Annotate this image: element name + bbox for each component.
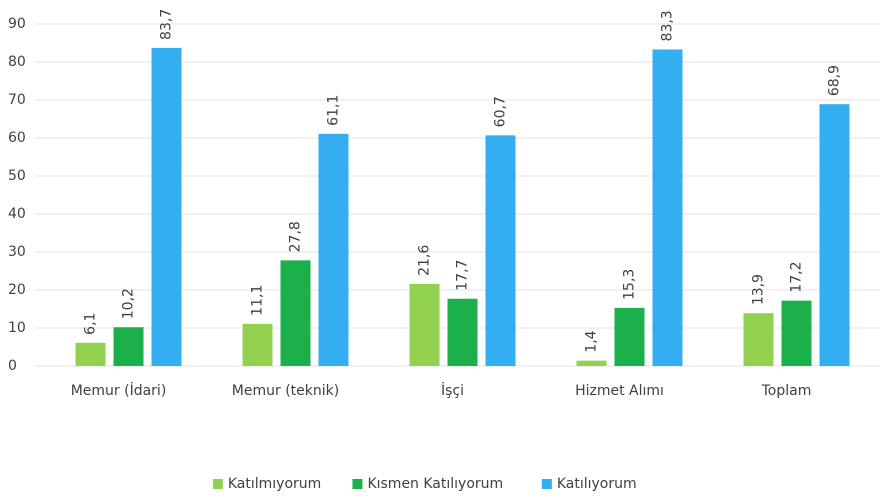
value-label: 11,1: [250, 285, 266, 316]
x-tick-label: Toplam: [761, 383, 812, 399]
bar: [280, 260, 311, 366]
bar: [318, 133, 349, 366]
legend-swatch: [352, 479, 363, 489]
value-label: 27,8: [288, 221, 304, 252]
x-tick-label: Memur (teknik): [232, 383, 339, 399]
value-label: 17,7: [455, 260, 471, 291]
y-tick-label: 60: [8, 130, 26, 146]
x-tick-label: Memur (İdari): [71, 381, 167, 399]
x-tick-label: İşçi: [441, 381, 464, 399]
y-tick-label: 0: [8, 358, 17, 374]
bar: [781, 300, 812, 366]
legend-label: Kısmen Katılıyorum: [367, 476, 503, 492]
bar: [242, 323, 273, 366]
value-label: 6,1: [83, 313, 99, 335]
value-label: 83,7: [159, 9, 175, 40]
bar: [447, 298, 478, 366]
value-label: 1,4: [584, 330, 600, 352]
y-tick-label: 10: [8, 320, 26, 336]
value-label: 21,6: [417, 245, 433, 276]
legend-swatch: [212, 479, 223, 489]
y-tick-label: 90: [8, 16, 26, 32]
value-label: 68,9: [827, 65, 843, 96]
value-label: 13,9: [751, 274, 767, 305]
bar: [151, 47, 182, 366]
bar: [75, 342, 106, 366]
bar: [409, 283, 440, 366]
bar: [576, 360, 607, 366]
legend-label: Katılmıyorum: [228, 476, 321, 492]
y-tick-label: 20: [8, 282, 26, 298]
bar: [652, 49, 683, 367]
value-label: 61,1: [326, 95, 342, 126]
y-tick-label: 30: [8, 244, 26, 260]
value-label: 10,2: [121, 288, 137, 319]
value-label: 83,3: [660, 10, 676, 41]
value-label: 15,3: [622, 269, 638, 300]
bar: [113, 327, 144, 366]
y-tick-label: 50: [8, 168, 26, 184]
y-tick-label: 40: [8, 206, 26, 222]
x-tick-label: Hizmet Alımı: [575, 383, 664, 399]
value-label: 17,2: [789, 261, 805, 292]
bar: [485, 135, 516, 366]
bar: [743, 313, 774, 366]
bar: [614, 307, 645, 366]
y-tick-label: 80: [8, 54, 26, 70]
bar: [819, 104, 850, 367]
legend-swatch: [541, 479, 552, 489]
value-label: 60,7: [493, 96, 509, 127]
y-tick-label: 70: [8, 92, 26, 108]
legend-label: Katılıyorum: [557, 476, 637, 492]
